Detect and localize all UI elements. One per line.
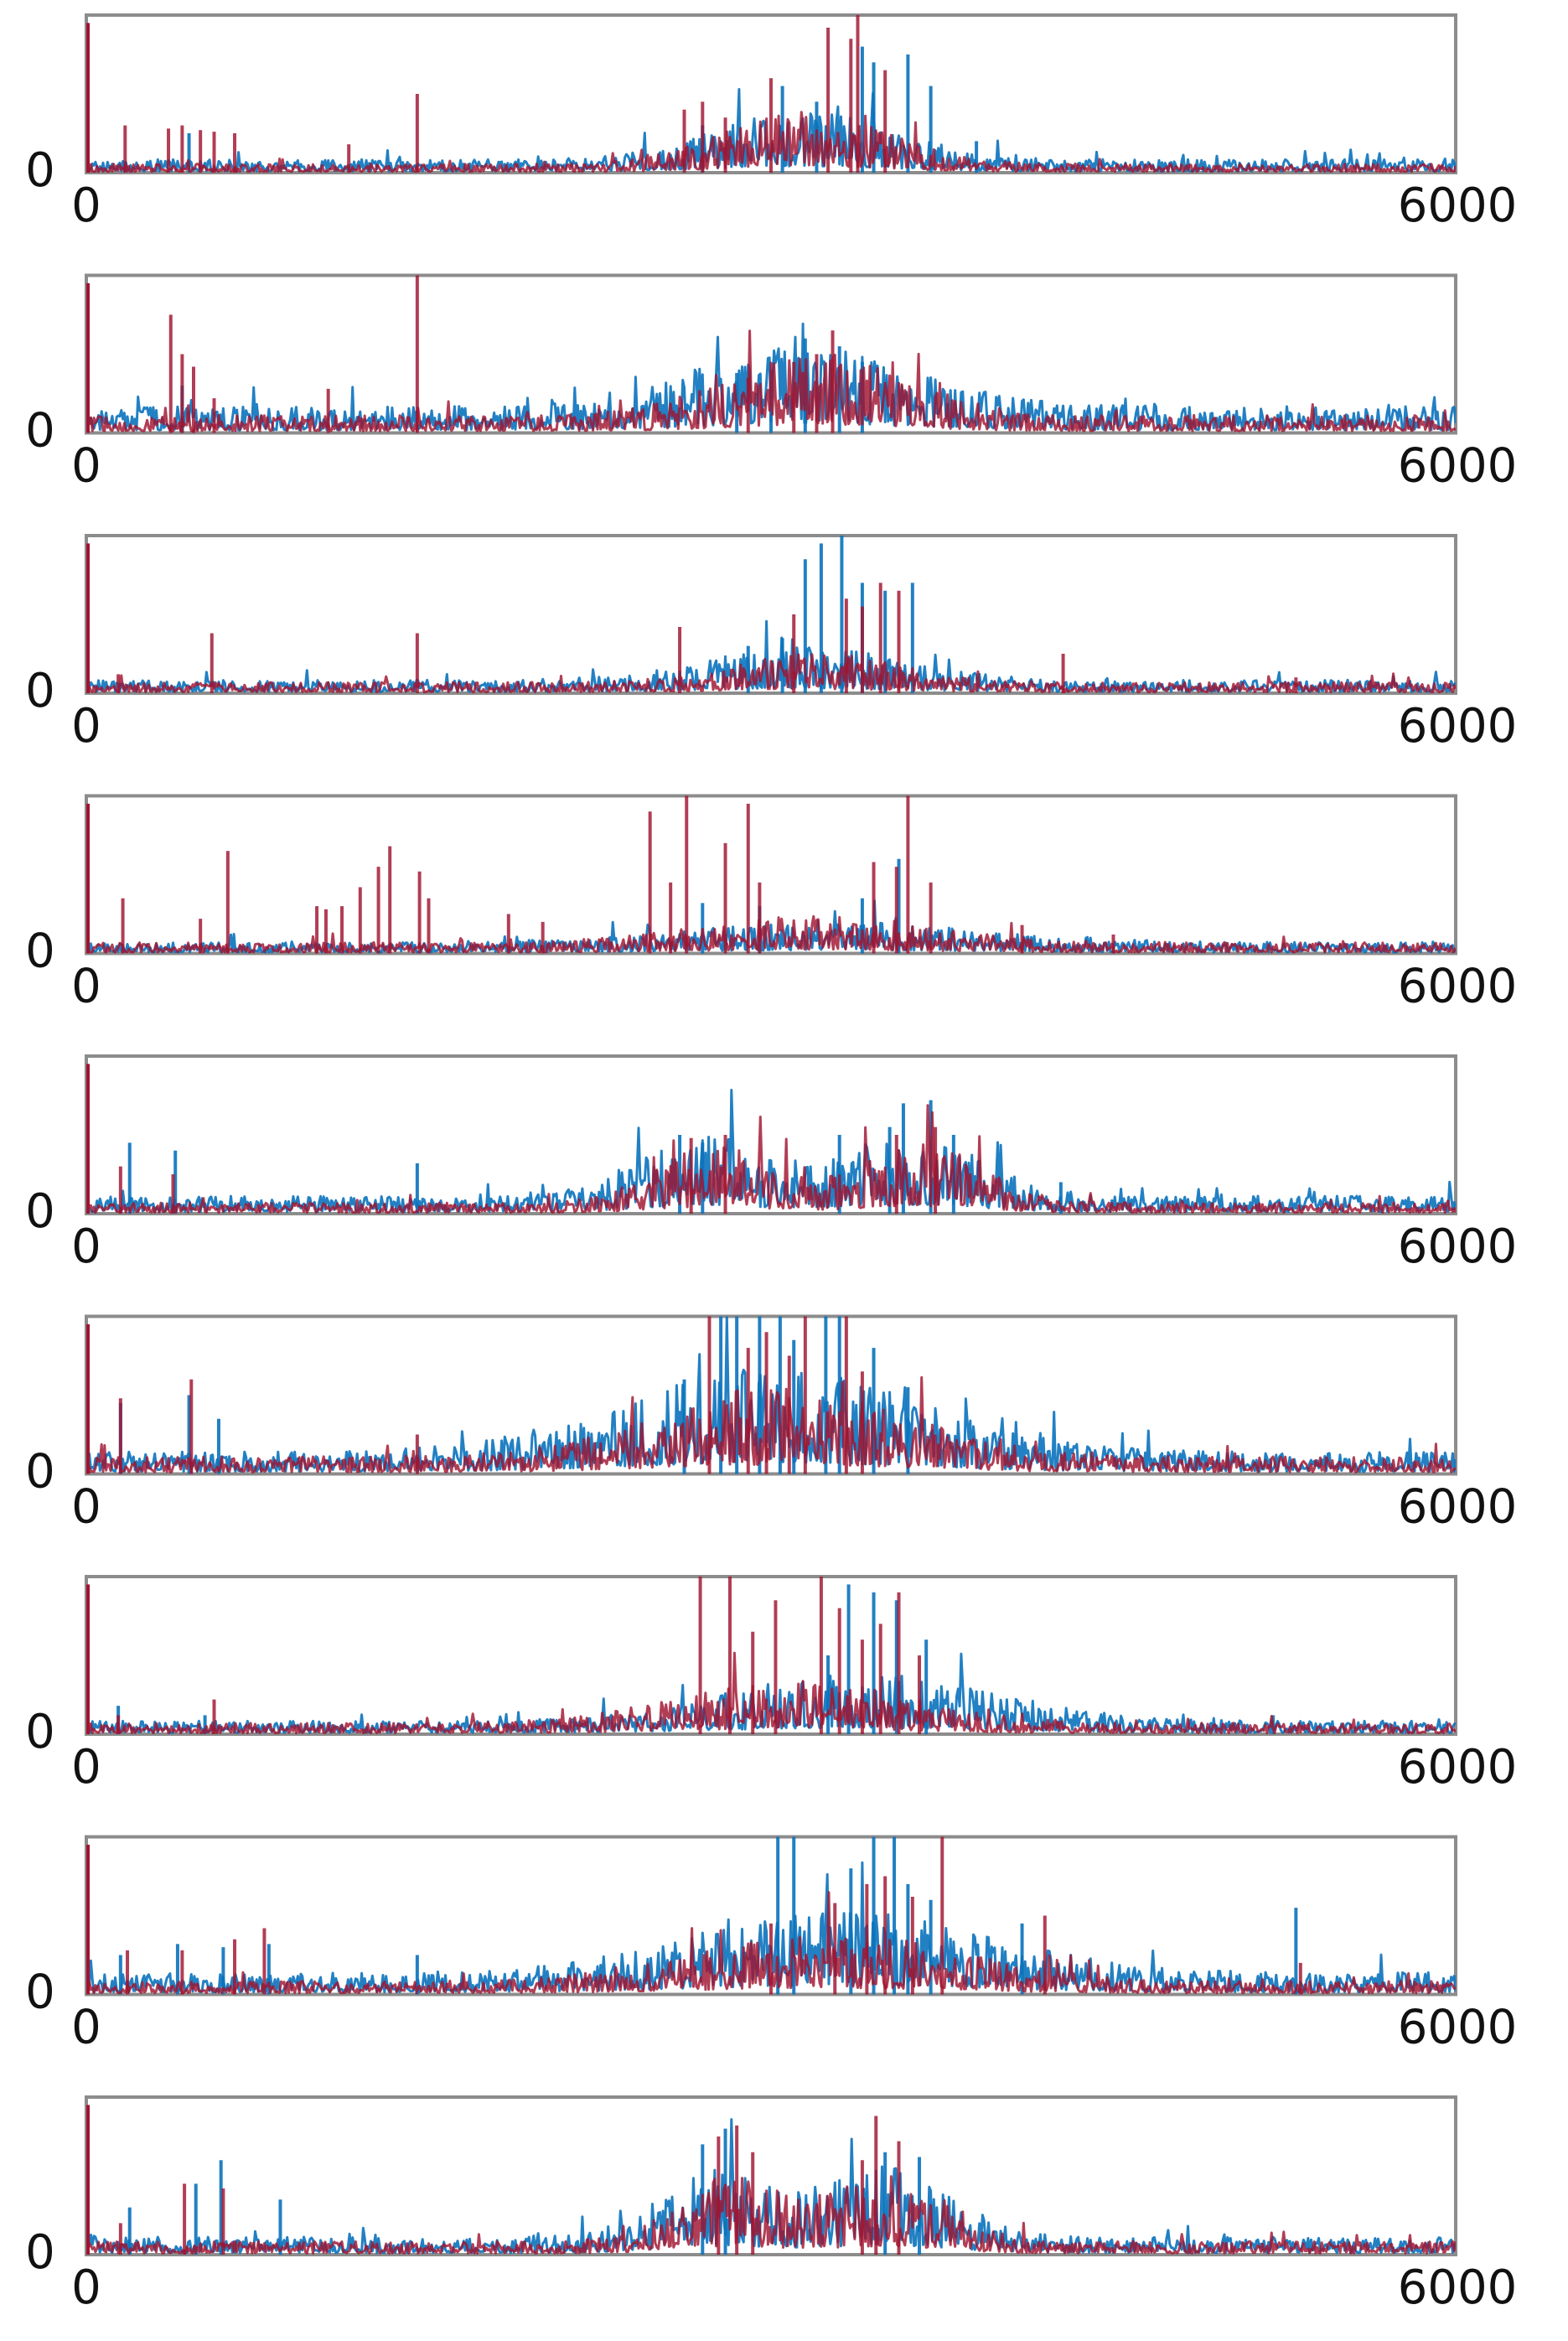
x-tick-label-end: 6000	[1398, 1220, 1518, 1274]
x-tick-label-start: 0	[71, 1220, 101, 1274]
x-tick-label-end: 6000	[1398, 1480, 1518, 1535]
plot-area	[86, 1577, 1456, 1734]
series-red-line	[86, 653, 1456, 693]
series-red-line	[86, 914, 1456, 954]
y-tick-label: 0	[25, 143, 55, 198]
x-tick-label-start: 0	[71, 439, 101, 494]
x-tick-label-start: 0	[71, 1740, 101, 1795]
subplot-1: 00 6000	[25, 13, 1518, 233]
x-tick-label-end: 6000	[1398, 1740, 1518, 1795]
series-red-line	[86, 329, 1456, 432]
x-tick-label-start: 0	[71, 1480, 101, 1535]
x-tick-label-start: 0	[71, 960, 101, 1014]
plot-area	[86, 1064, 1456, 1214]
x-tick-label-end: 6000	[1398, 179, 1518, 233]
y-tick-label: 0	[25, 404, 55, 458]
series-blue-line	[86, 1089, 1456, 1214]
subplot-4: 00 6000	[25, 794, 1518, 1014]
plot-area	[86, 15, 1456, 173]
y-tick-label: 0	[25, 1705, 55, 1759]
y-tick-label: 0	[25, 2225, 55, 2280]
subplot-6: 00 6000	[25, 1314, 1518, 1535]
y-tick-label: 0	[25, 1445, 55, 1499]
x-tick-label-end: 6000	[1398, 2001, 1518, 2055]
y-tick-label: 0	[25, 1184, 55, 1239]
subplot-7: 00 6000	[25, 1575, 1518, 1795]
x-tick-label-end: 6000	[1398, 439, 1518, 494]
plot-area	[86, 2105, 1456, 2255]
y-tick-label: 0	[25, 664, 55, 718]
plot-area	[86, 275, 1456, 433]
plot-area	[86, 1316, 1456, 1474]
series-red-line	[86, 1104, 1456, 1214]
subplot-5: 00 6000	[25, 1054, 1518, 1274]
series-red-line	[86, 1375, 1456, 1473]
y-tick-label: 0	[25, 1966, 55, 2020]
plot-area	[86, 1836, 1456, 1995]
x-tick-label-end: 6000	[1398, 2261, 1518, 2315]
x-tick-label-start: 0	[71, 2261, 101, 2315]
y-tick-label: 0	[25, 924, 55, 979]
x-tick-label-start: 0	[71, 179, 101, 233]
x-tick-label-start: 0	[71, 699, 101, 754]
series-red-line	[86, 1651, 1456, 1734]
x-tick-label-end: 6000	[1398, 960, 1518, 1014]
plot-area	[86, 536, 1456, 693]
x-tick-label-start: 0	[71, 2001, 101, 2055]
subplot-3: 00 6000	[25, 534, 1518, 754]
subplot-8: 00 6000	[25, 1835, 1518, 2055]
subplot-2: 00 6000	[25, 273, 1518, 494]
x-tick-label-end: 6000	[1398, 699, 1518, 754]
plot-area	[86, 795, 1456, 954]
series-red-line	[86, 2175, 1456, 2255]
subplot-9: 00 6000	[25, 2095, 1518, 2315]
